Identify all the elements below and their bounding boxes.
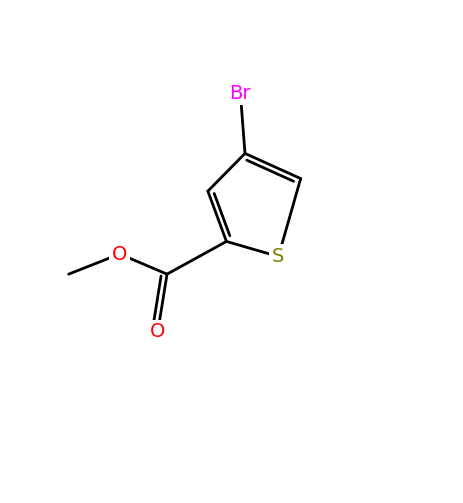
Text: O: O: [112, 244, 127, 264]
Text: O: O: [150, 322, 165, 342]
Text: S: S: [272, 247, 284, 266]
Text: Br: Br: [229, 83, 250, 103]
